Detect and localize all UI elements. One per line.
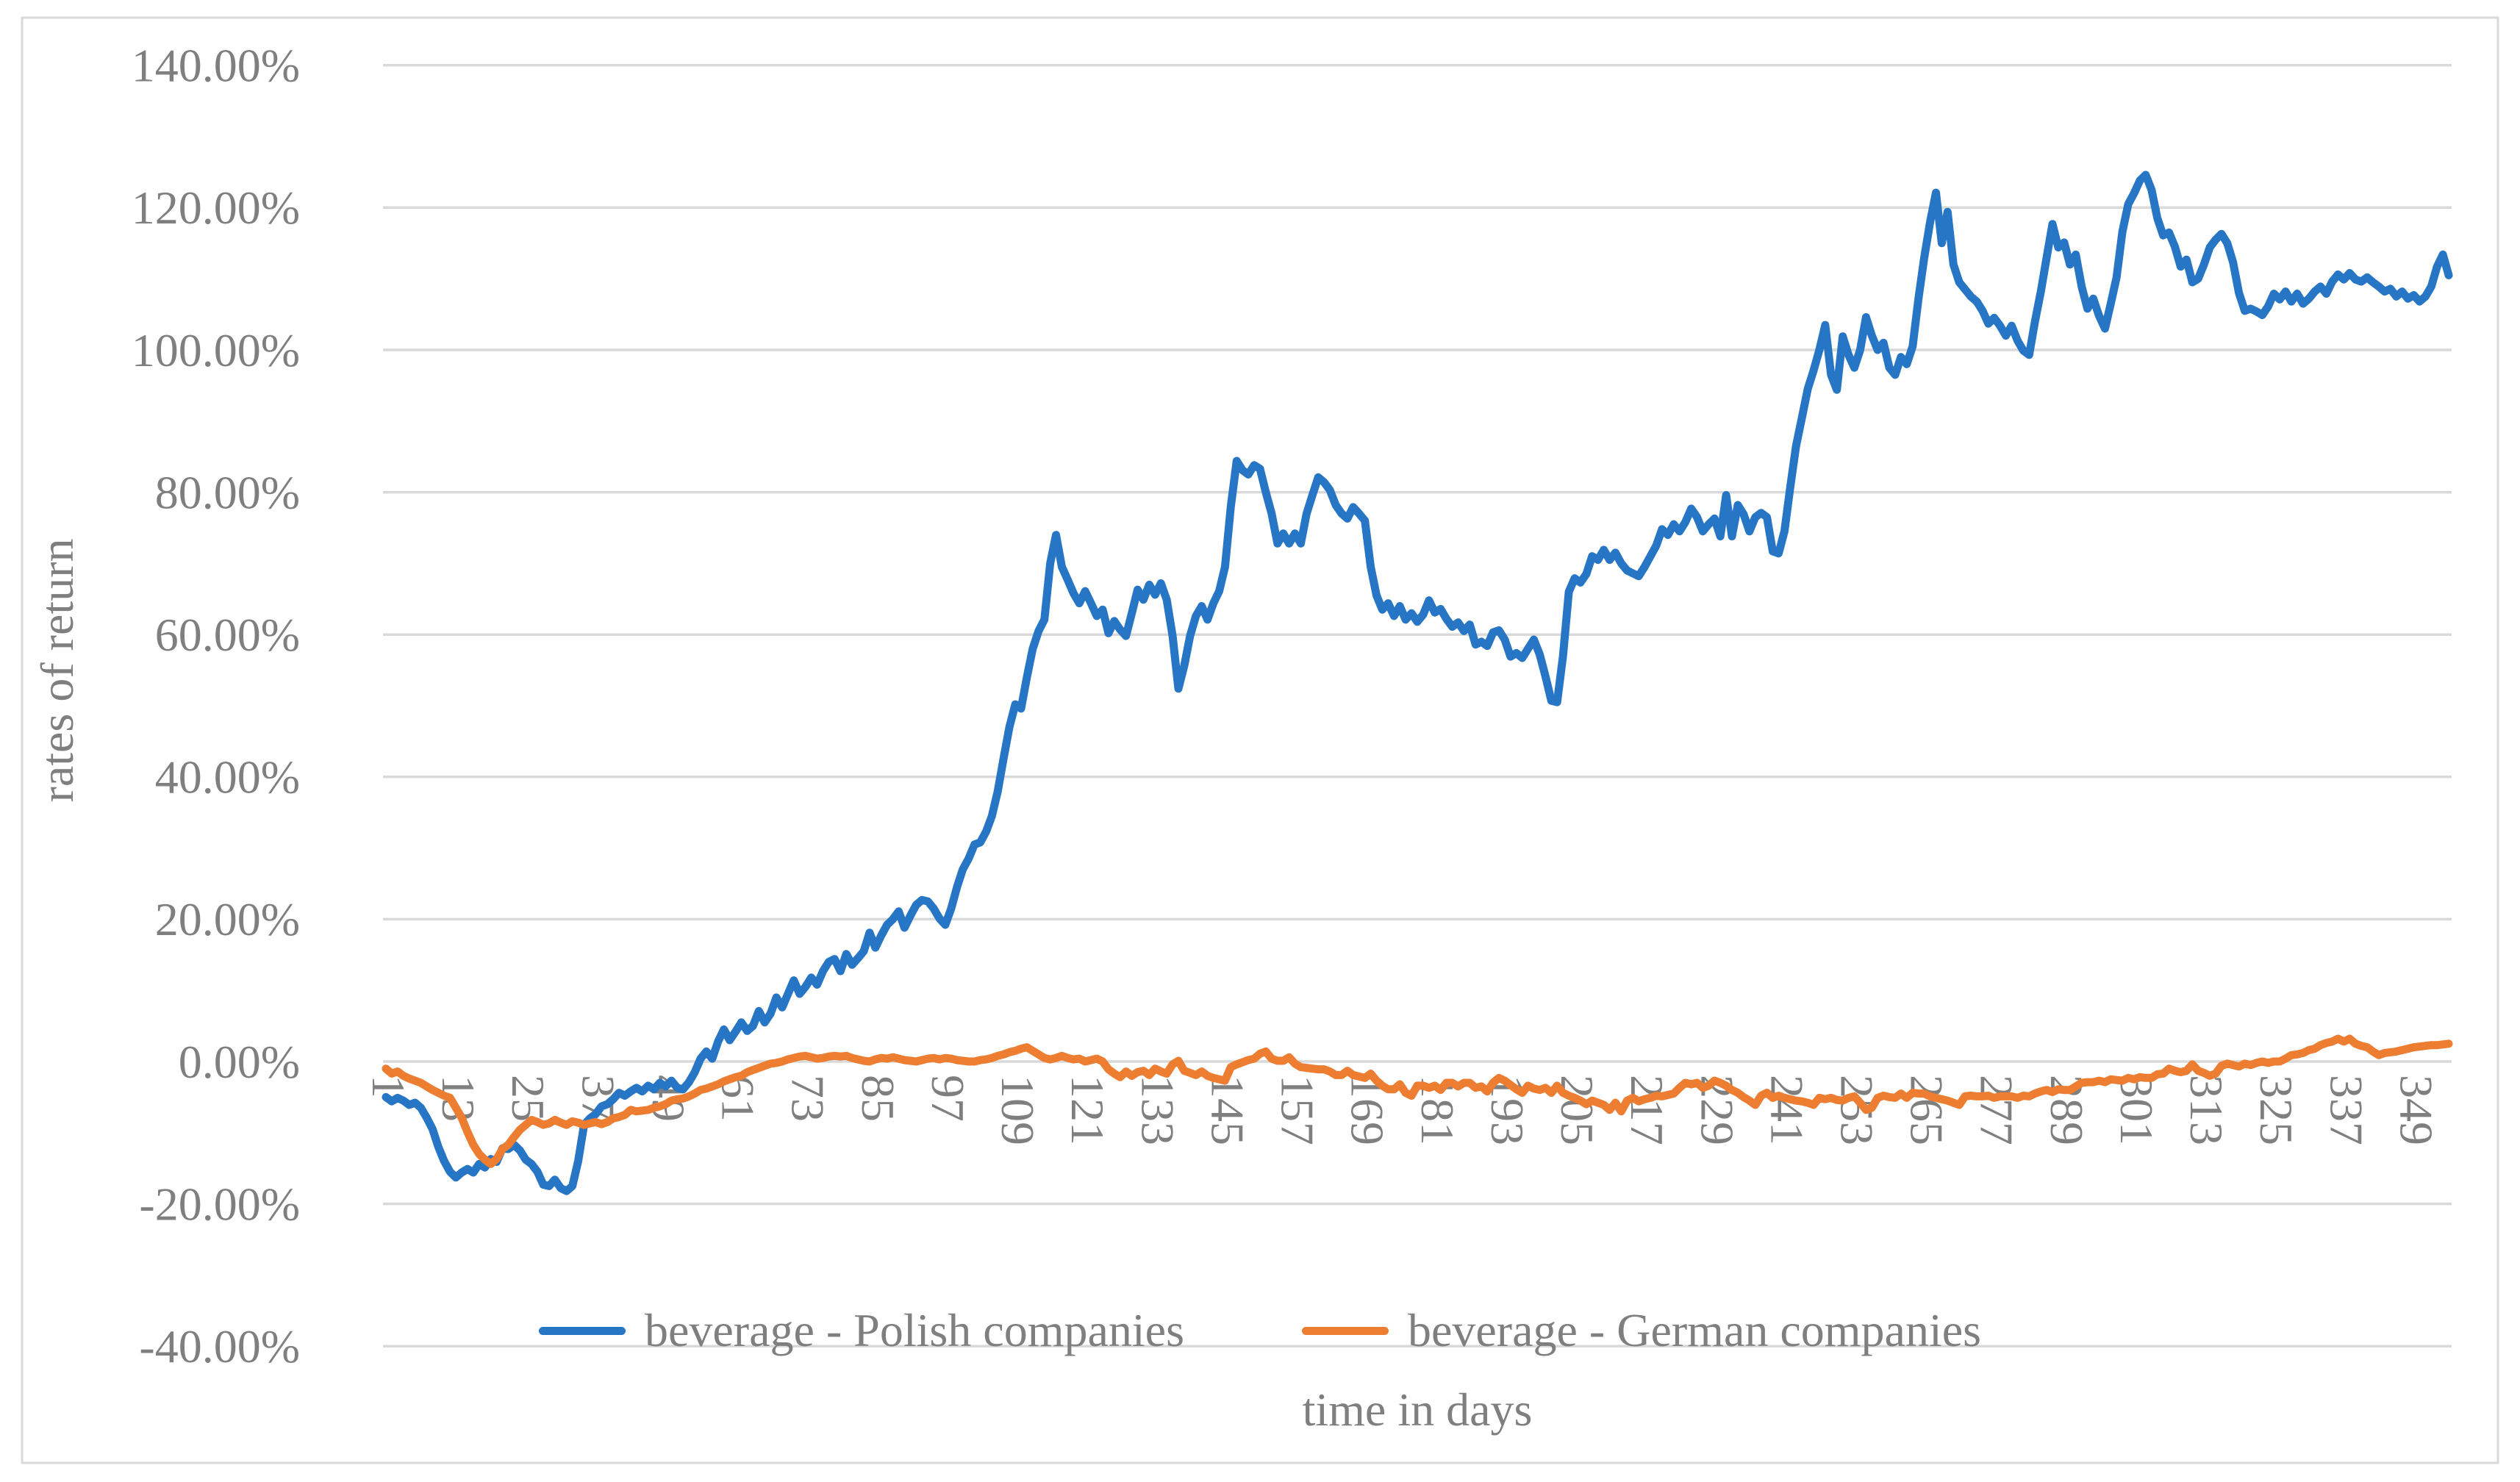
x-tick-label: 241 — [1761, 1075, 1813, 1145]
y-tick-label: 80.00% — [155, 466, 300, 518]
x-tick-label: 325 — [2250, 1075, 2302, 1145]
german-series-swatch — [1301, 1326, 1389, 1335]
x-tick-label: 25 — [502, 1075, 554, 1122]
x-tick-label: 337 — [2320, 1075, 2372, 1145]
x-tick-label: 121 — [1062, 1075, 1114, 1145]
y-tick-label: 100.00% — [132, 324, 300, 376]
y-tick-label: -40.00% — [139, 1320, 300, 1372]
y-tick-label: 60.00% — [155, 609, 300, 661]
legend: beverage - Polish companies beverage - G… — [0, 1300, 2520, 1361]
y-tick-label: 120.00% — [132, 182, 300, 234]
x-tick-label: 109 — [992, 1075, 1044, 1145]
x-tick-label: 97 — [922, 1075, 974, 1122]
x-tick-label: 253 — [1831, 1075, 1883, 1145]
y-tick-label: 140.00% — [132, 40, 300, 92]
legend-item-polish: beverage - Polish companies — [538, 1303, 1184, 1358]
y-axis-title: rates of return — [31, 538, 83, 803]
y-tick-label: 20.00% — [155, 893, 300, 945]
x-tick-label: 157 — [1272, 1075, 1324, 1145]
x-tick-label: 265 — [1901, 1075, 1953, 1145]
series-line-german — [382, 1034, 2453, 1168]
y-tick-label: 0.00% — [179, 1036, 300, 1088]
polish-series-swatch — [538, 1326, 626, 1335]
y-tick-label: 40.00% — [155, 751, 300, 803]
x-tick-label: 301 — [2111, 1075, 2163, 1145]
legend-label-polish: beverage - Polish companies — [644, 1304, 1184, 1356]
x-tick-label: 277 — [1971, 1075, 2023, 1145]
x-tick-label: 217 — [1621, 1075, 1673, 1145]
x-tick-label: 313 — [2180, 1075, 2233, 1145]
x-axis-title: time in days — [1302, 1383, 1533, 1436]
x-tick-label: 133 — [1131, 1075, 1184, 1145]
legend-label-german: beverage - German companies — [1407, 1304, 1982, 1356]
y-tick-label: -20.00% — [139, 1178, 300, 1230]
x-tick-label: 145 — [1201, 1075, 1253, 1145]
legend-item-german: beverage - German companies — [1301, 1303, 1982, 1358]
chart-border — [21, 16, 2499, 1464]
x-tick-label: 349 — [2390, 1075, 2442, 1145]
x-tick-label: 85 — [852, 1075, 904, 1122]
x-tick-label: 73 — [782, 1075, 834, 1122]
series-line-polish — [382, 171, 2453, 1195]
